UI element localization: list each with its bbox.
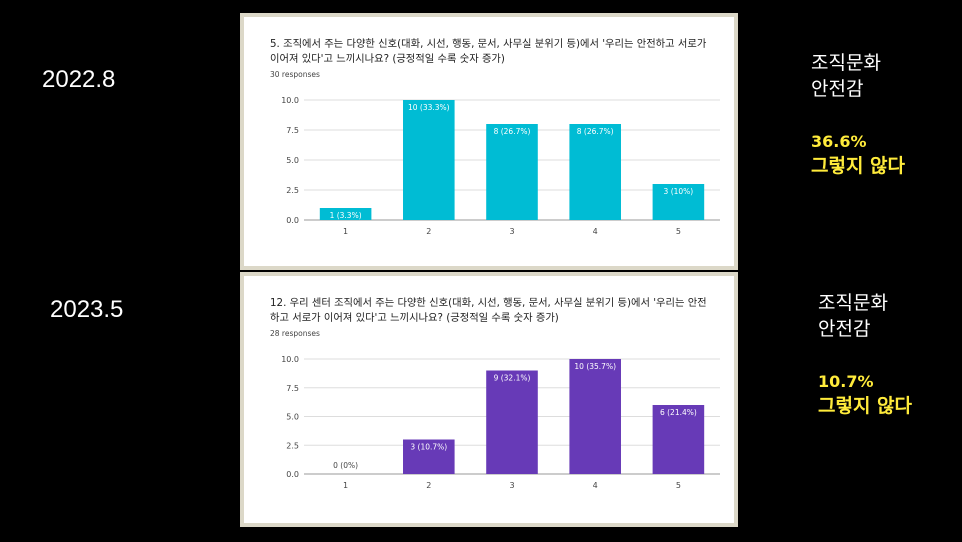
question-title: 12. 우리 센터 조직에서 주는 다양한 신호(대화, 시선, 행동, 문서,… bbox=[270, 297, 707, 324]
highlight-percent: 36.6% bbox=[811, 132, 867, 151]
side-label-2023: 조직문화 안전감 bbox=[818, 290, 888, 342]
y-tick-label: 5.0 bbox=[286, 156, 299, 165]
x-tick-label: 5 bbox=[676, 227, 681, 236]
highlight-percent: 10.7% bbox=[818, 372, 874, 391]
bar bbox=[569, 359, 621, 474]
highlight-text: 그렇지 않다 bbox=[818, 395, 913, 417]
data-label: 8 (26.7%) bbox=[577, 127, 614, 136]
y-tick-label: 10.0 bbox=[281, 355, 299, 364]
response-count: 30 responses bbox=[270, 70, 320, 79]
date-2023: 2023.5 bbox=[50, 296, 124, 323]
data-label: 10 (33.3%) bbox=[408, 103, 450, 112]
x-tick-label: 3 bbox=[509, 227, 514, 236]
y-tick-label: 7.5 bbox=[286, 384, 299, 393]
bar bbox=[486, 124, 538, 220]
data-label: 8 (26.7%) bbox=[494, 127, 531, 136]
highlight-text: 그렇지 않다 bbox=[811, 155, 906, 177]
highlight-2023: 10.7% 그렇지 않다 bbox=[818, 370, 912, 418]
x-tick-label: 3 bbox=[509, 481, 514, 490]
side-label-2022: 조직문화 안전감 bbox=[811, 50, 881, 102]
y-tick-label: 2.5 bbox=[286, 186, 299, 195]
x-tick-label: 4 bbox=[593, 227, 598, 236]
bar-chart-2023: 0.0 2.5 5.0 7.5 10.0 0 (0%) 1 3 (10.7%) 2 9 (32.1… bbox=[281, 355, 720, 490]
y-tick-label: 5.0 bbox=[286, 413, 299, 422]
bar bbox=[569, 124, 621, 220]
x-tick-label: 5 bbox=[676, 481, 681, 490]
data-label: 6 (21.4%) bbox=[660, 408, 697, 417]
y-tick-label: 0.0 bbox=[286, 216, 299, 225]
side-title-line2: 안전감 bbox=[818, 318, 871, 340]
data-label: 3 (10%) bbox=[664, 187, 694, 196]
x-tick-label: 1 bbox=[343, 481, 348, 490]
x-tick-label: 2 bbox=[426, 481, 431, 490]
bar bbox=[652, 184, 705, 220]
bar bbox=[319, 208, 372, 220]
chart-panel-2023: 12. 우리 센터 조직에서 주는 다양한 신호(대화, 시선, 행동, 문서,… bbox=[240, 272, 738, 527]
side-title-line1: 조직문화 bbox=[811, 52, 881, 74]
x-tick-label: 1 bbox=[343, 227, 348, 236]
question-title: 5. 조직에서 주는 다양한 신호(대화, 시선, 행동, 문서, 사무실 분위… bbox=[270, 38, 707, 65]
side-title-line1: 조직문화 bbox=[818, 292, 888, 314]
data-label: 9 (32.1%) bbox=[494, 374, 531, 383]
date-2022: 2022.8 bbox=[42, 66, 116, 93]
bar bbox=[403, 100, 455, 220]
y-tick-label: 7.5 bbox=[286, 126, 299, 135]
y-tick-label: 2.5 bbox=[286, 441, 299, 450]
y-tick-label: 10.0 bbox=[281, 96, 299, 105]
y-tick-label: 0.0 bbox=[286, 470, 299, 479]
x-tick-label: 4 bbox=[593, 481, 598, 490]
bar bbox=[486, 370, 538, 474]
data-label: 10 (35.7%) bbox=[574, 362, 616, 371]
chart-panel-2022: 5. 조직에서 주는 다양한 신호(대화, 시선, 행동, 문서, 사무실 분위… bbox=[240, 13, 738, 270]
response-count: 28 responses bbox=[270, 329, 320, 338]
side-title-line2: 안전감 bbox=[811, 78, 864, 100]
highlight-2022: 36.6% 그렇지 않다 bbox=[811, 130, 905, 178]
data-label: 3 (10.7%) bbox=[410, 443, 447, 452]
data-label: 0 (0%) bbox=[333, 461, 358, 470]
data-label: 1 (3.3%) bbox=[330, 211, 362, 220]
bar bbox=[652, 405, 705, 474]
x-tick-label: 2 bbox=[426, 227, 431, 236]
bar-chart-2022: 0.0 2.5 5.0 7.5 10.0 1 (3.3%) 1 10 (33.3%) 2 8 (2… bbox=[281, 96, 720, 236]
bar bbox=[403, 439, 455, 474]
